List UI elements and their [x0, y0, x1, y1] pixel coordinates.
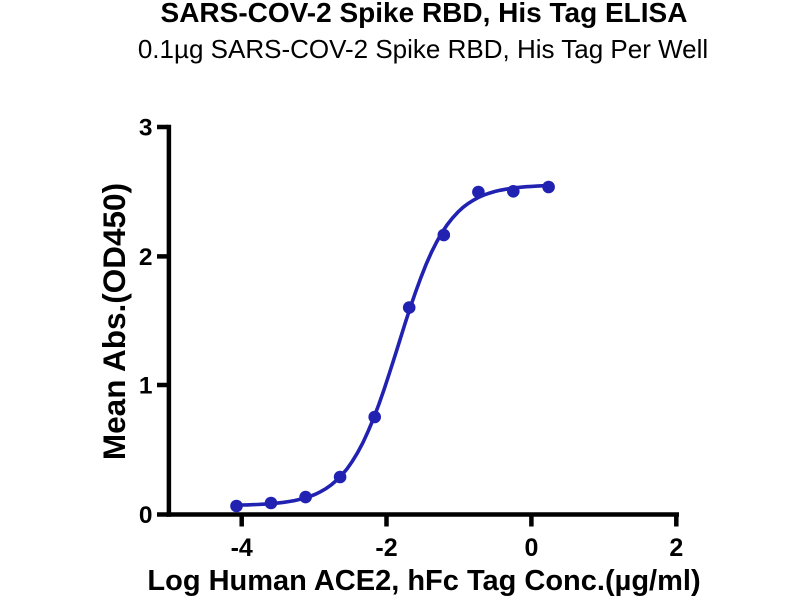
svg-text:SARS-COV-2 Spike RBD, His Tag: SARS-COV-2 Spike RBD, His Tag ELISA [161, 0, 688, 28]
svg-text:0: 0 [139, 502, 153, 529]
svg-text:0.1µg SARS-COV-2 Spike RBD, Hi: 0.1µg SARS-COV-2 Spike RBD, His Tag Per … [138, 34, 708, 64]
svg-text:2: 2 [669, 534, 683, 562]
svg-text:Log Human ACE2, hFc Tag Conc.(: Log Human ACE2, hFc Tag Conc.(µg/ml) [147, 565, 700, 597]
svg-text:0: 0 [524, 534, 538, 562]
svg-text:2: 2 [139, 244, 153, 271]
svg-text:-4: -4 [231, 534, 253, 562]
svg-text:Mean Abs.(OD450): Mean Abs.(OD450) [96, 183, 132, 460]
svg-text:-2: -2 [375, 534, 397, 562]
svg-text:1: 1 [139, 373, 153, 400]
svg-text:3: 3 [139, 115, 153, 142]
